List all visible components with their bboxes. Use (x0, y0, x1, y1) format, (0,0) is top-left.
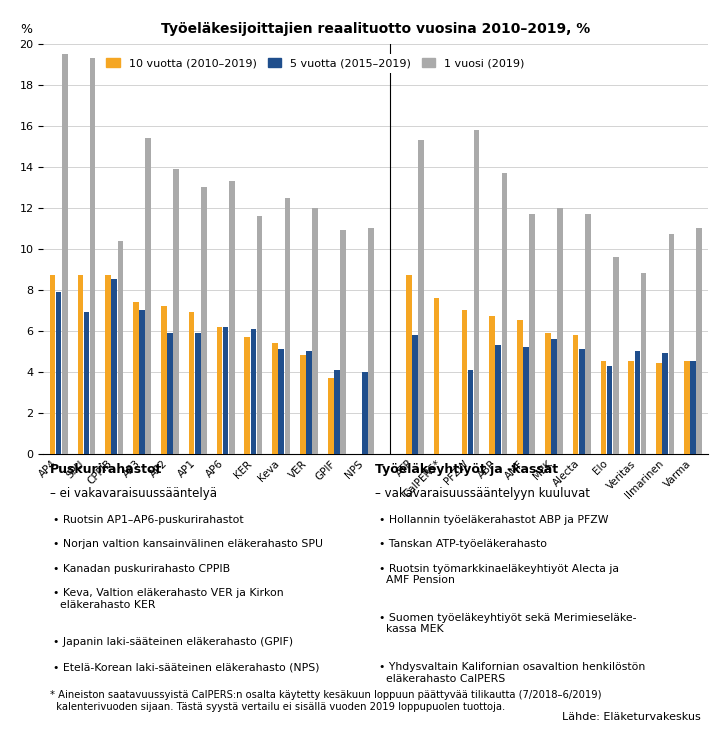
Bar (56, 292, 61, 454)
Text: • Kanadan puskurirahasto CPPIB: • Kanadan puskurirahasto CPPIB (53, 564, 230, 574)
Bar (362, 372, 367, 454)
Bar (557, 208, 563, 454)
Bar (517, 321, 523, 454)
Bar (418, 141, 424, 454)
Bar (684, 362, 690, 454)
Bar (195, 333, 201, 454)
Bar (251, 329, 256, 454)
Text: Lähde: Eläketurvakeskus: Lähde: Eläketurvakeskus (562, 712, 701, 722)
Bar (50, 275, 56, 454)
Bar (62, 54, 68, 454)
Bar (585, 214, 591, 454)
Bar (300, 355, 305, 454)
Text: Puskurirahastot: Puskurirahastot (50, 463, 162, 476)
Bar (545, 333, 551, 454)
Bar (502, 173, 508, 454)
Bar (167, 333, 173, 454)
Bar (173, 169, 179, 454)
Bar (406, 275, 412, 454)
Bar (523, 347, 529, 454)
Bar (474, 130, 479, 454)
Bar (229, 181, 235, 454)
Text: – vakavaraisuussääntelyyn kuuluvat: – vakavaraisuussääntelyyn kuuluvat (375, 487, 591, 500)
Bar (313, 208, 318, 454)
Text: • Etelä-Korean laki-sääteinen eläkerahasto (NPS): • Etelä-Korean laki-sääteinen eläkerahas… (53, 662, 320, 672)
Bar (161, 306, 167, 454)
Bar (279, 349, 284, 454)
Bar (77, 275, 83, 454)
Bar (189, 313, 194, 454)
Bar (90, 59, 95, 454)
Bar (139, 310, 145, 454)
Bar (434, 298, 440, 454)
Bar (635, 351, 640, 454)
Text: • Yhdysvaltain Kalifornian osavaltion henkilöstön
  eläkerahasto CalPERS: • Yhdysvaltain Kalifornian osavaltion he… (379, 662, 645, 684)
Text: * Aineiston saatavuussyistä CalPERS:n osalta käytetty kesäkuun loppuun päättyvää: * Aineiston saatavuussyistä CalPERS:n os… (50, 690, 601, 712)
Text: • Tanskan ATP-työeläkerahasto: • Tanskan ATP-työeläkerahasto (379, 539, 547, 549)
Bar (133, 302, 139, 454)
Bar (628, 362, 634, 454)
Bar (656, 364, 662, 454)
Text: • Ruotsin AP1–AP6-puskurirahastot: • Ruotsin AP1–AP6-puskurirahastot (53, 515, 244, 525)
Bar (495, 345, 501, 454)
Bar (412, 335, 417, 454)
Bar (461, 310, 467, 454)
Bar (257, 216, 262, 454)
Text: • Japanin laki-sääteinen eläkerahasto (GPIF): • Japanin laki-sääteinen eläkerahasto (G… (53, 638, 293, 647)
Y-axis label: %: % (21, 23, 32, 36)
Text: – ei vakavaraisuussääntelyä: – ei vakavaraisuussääntelyä (50, 487, 217, 500)
Bar (468, 370, 474, 454)
Bar (669, 234, 674, 454)
Bar (223, 326, 228, 454)
Text: • Suomen työeläkeyhtiyöt sekä Merimieseläke-
  kassa MEK: • Suomen työeläkeyhtiyöt sekä Merimiesel… (379, 613, 636, 635)
Bar (573, 335, 578, 454)
Bar (551, 339, 557, 454)
Legend: 10 vuotta (2010–2019), 5 vuotta (2015–2019), 1 vuosi (2019): 10 vuotta (2010–2019), 5 vuotta (2015–20… (102, 53, 529, 73)
Bar (529, 214, 535, 454)
Title: Työeläkesijoittajien reaalituotto vuosina 2010–2019, %: Työeläkesijoittajien reaalituotto vuosin… (161, 22, 590, 36)
Text: • Hollannin työeläkerahastot ABP ja PFZW: • Hollannin työeläkerahastot ABP ja PFZW (379, 515, 608, 525)
Bar (306, 351, 312, 454)
Bar (217, 326, 222, 454)
Bar (201, 187, 206, 454)
Bar (663, 354, 668, 454)
Bar (328, 378, 334, 454)
Bar (368, 228, 374, 454)
Text: • Norjan valtion kansainvälinen eläkerahasto SPU: • Norjan valtion kansainvälinen eläkerah… (53, 539, 323, 549)
Bar (490, 316, 495, 454)
Bar (111, 280, 117, 454)
Bar (340, 231, 346, 454)
Bar (601, 362, 606, 454)
Bar (105, 275, 111, 454)
Bar (334, 370, 340, 454)
Bar (84, 313, 90, 454)
Bar (245, 337, 250, 454)
Bar (118, 241, 123, 454)
Bar (145, 138, 151, 454)
Text: Työeläkeyhtiyöt ja -kassat: Työeläkeyhtiyöt ja -kassat (375, 463, 559, 476)
Bar (640, 273, 646, 454)
Bar (579, 349, 585, 454)
Bar (606, 365, 612, 454)
Bar (613, 257, 619, 454)
Text: • Keva, Valtion eläkerahasto VER ja Kirkon
  eläkerahasto KER: • Keva, Valtion eläkerahasto VER ja Kirk… (53, 589, 284, 610)
Bar (284, 198, 290, 454)
Text: • Ruotsin työmarkkinaeläkeyhtiyöt Alecta ja
  AMF Pension: • Ruotsin työmarkkinaeläkeyhtiyöt Alecta… (379, 564, 619, 586)
Bar (697, 228, 702, 454)
Bar (690, 362, 696, 454)
Bar (272, 343, 278, 454)
